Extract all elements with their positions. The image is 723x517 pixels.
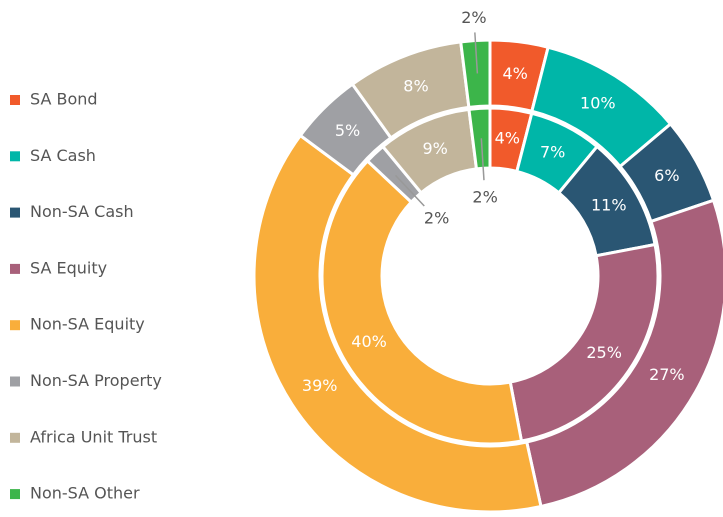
value-label: 10% bbox=[580, 93, 616, 112]
value-label: 6% bbox=[654, 166, 679, 185]
legend-label: Non-SA Property bbox=[30, 371, 162, 390]
donut-slice bbox=[320, 158, 524, 446]
legend-label: SA Bond bbox=[30, 90, 98, 109]
leader-line bbox=[480, 138, 485, 181]
value-label: 4% bbox=[495, 129, 520, 148]
legend-swatch bbox=[10, 489, 20, 500]
legend-swatch bbox=[10, 151, 20, 162]
value-label: 25% bbox=[586, 343, 622, 362]
donut-slice bbox=[508, 242, 660, 443]
value-label: 4% bbox=[502, 64, 527, 83]
legend-swatch bbox=[10, 320, 20, 331]
donut-slice bbox=[459, 38, 492, 109]
legend-label: SA Cash bbox=[30, 146, 96, 165]
value-label: 5% bbox=[335, 121, 360, 140]
legend-label: Non-SA Cash bbox=[30, 202, 134, 221]
value-label: 2% bbox=[424, 209, 449, 228]
value-label: 27% bbox=[649, 365, 685, 384]
value-label: 9% bbox=[422, 139, 447, 158]
legend-swatch bbox=[10, 207, 20, 218]
value-label: 11% bbox=[591, 195, 627, 214]
legend-swatch bbox=[10, 376, 20, 387]
leader-line bbox=[474, 32, 479, 74]
value-label: 2% bbox=[461, 8, 486, 27]
leader-line bbox=[394, 174, 425, 207]
value-label: 8% bbox=[403, 76, 428, 95]
legend-label: SA Equity bbox=[30, 258, 107, 277]
legend-label: Non-SA Equity bbox=[30, 315, 145, 334]
legend-label: Non-SA Other bbox=[30, 484, 140, 503]
value-label: 2% bbox=[472, 188, 497, 207]
legend-swatch bbox=[10, 95, 20, 105]
value-label: 39% bbox=[302, 376, 338, 395]
donut-slice bbox=[467, 106, 492, 171]
donut-slice bbox=[252, 133, 543, 514]
legend-swatch bbox=[10, 432, 20, 443]
legend-label: Africa Unit Trust bbox=[30, 427, 157, 446]
legend-swatch bbox=[10, 263, 20, 274]
value-label: 7% bbox=[540, 143, 565, 162]
value-label: 40% bbox=[351, 332, 387, 351]
